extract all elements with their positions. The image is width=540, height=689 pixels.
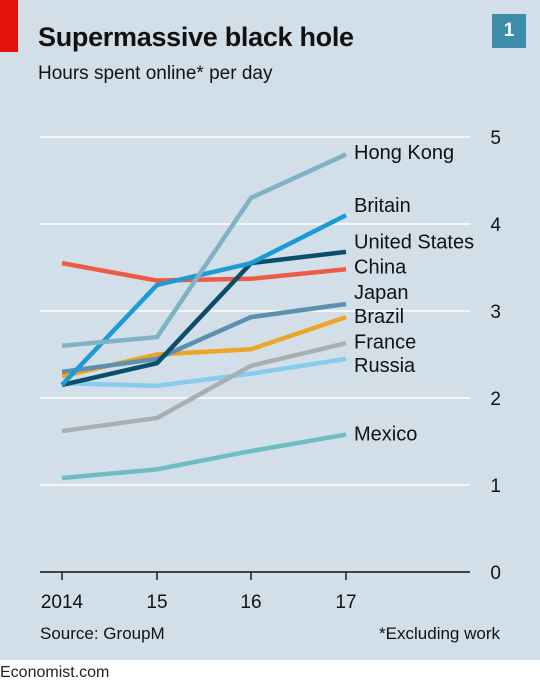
series-line-united-states	[61, 249, 347, 388]
x-tick-label-15: 15	[146, 592, 167, 613]
y-tick-label-4: 4	[490, 215, 501, 236]
chart-title: Supermassive black hole	[38, 22, 354, 52]
x-tick-label-2014: 2014	[41, 592, 84, 613]
series-label-russia: Russia	[354, 355, 416, 377]
series-label-france: France	[354, 331, 416, 353]
x-tick-label-17: 17	[335, 592, 356, 613]
chart-subtitle: Hours spent online* per day	[38, 63, 273, 84]
footnote: *Excluding work	[379, 624, 500, 643]
publisher-credit: Economist.com	[0, 664, 110, 681]
y-tick-label-0: 0	[490, 563, 501, 584]
series-line-france	[61, 341, 347, 434]
chart-number-badge: 1	[492, 14, 526, 48]
y-tick-label-2: 2	[490, 389, 501, 410]
red-tag	[0, 0, 18, 52]
series-label-japan: Japan	[354, 282, 409, 304]
series-labels: Hong Kong Britain United States China JapanB…	[354, 142, 474, 446]
y-tick-label-1: 1	[490, 476, 501, 497]
y-tick-label-3: 3	[490, 302, 501, 323]
chart-panel	[0, 0, 540, 660]
series-line-hong-kong	[61, 152, 347, 349]
series-line-russia	[61, 356, 347, 389]
series-label-mexico: Mexico	[354, 424, 417, 446]
y-tick-label-5: 5	[490, 128, 501, 149]
series-line-japan	[61, 301, 347, 375]
x-tick-label-16: 16	[240, 592, 261, 613]
series-line-britain	[60, 213, 348, 387]
series-line-china	[61, 260, 347, 283]
series-label-united-states: United States	[354, 231, 474, 253]
series-label-china: China	[354, 257, 407, 279]
series-line-mexico	[61, 432, 347, 481]
gridlines: 0 1 2 3 4 5	[40, 128, 501, 584]
series-lines	[60, 152, 348, 481]
series-label-brazil: Brazil	[354, 306, 404, 328]
source-note: Source: GroupM	[40, 624, 165, 643]
series-label-britain: Britain	[354, 195, 411, 217]
x-axis: 2014 15 16 17	[40, 571, 470, 613]
series-label-hong-kong: Hong Kong	[354, 142, 454, 164]
